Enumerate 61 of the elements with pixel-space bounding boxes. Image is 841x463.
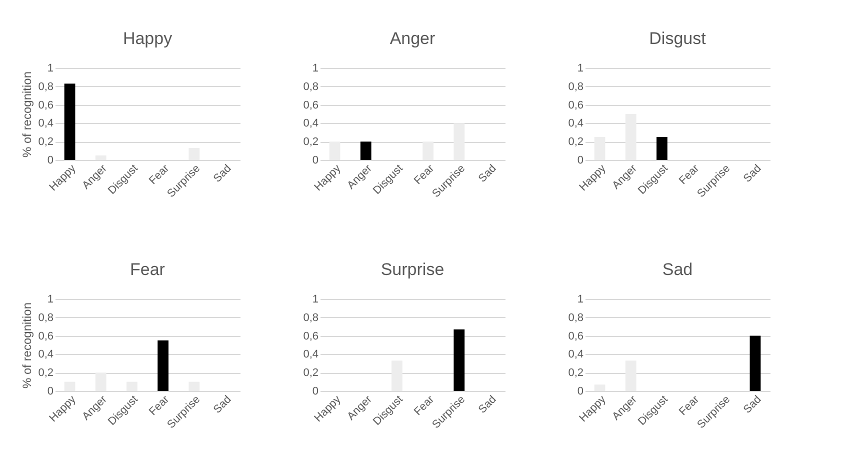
y-tick-label: 0,2 [303, 367, 318, 380]
y-tick-label: 0,8 [568, 312, 584, 324]
y-tick-label: 1 [47, 294, 54, 306]
y-tick-label: 1 [312, 294, 318, 306]
y-tick-label: 0,2 [568, 136, 584, 148]
y-tick-label: 0 [47, 154, 54, 166]
bar [95, 155, 106, 160]
y-axis-title: % of recognition [20, 71, 34, 158]
y-tick-label: 1 [577, 294, 584, 306]
y-tick-label: 1 [577, 62, 584, 74]
y-tick-label: 0,8 [38, 80, 54, 93]
bar [64, 84, 76, 160]
bar [750, 336, 761, 391]
x-tick-label: Sad [741, 162, 764, 185]
y-tick-label: 0,6 [38, 99, 54, 112]
bar [95, 372, 106, 391]
x-tick-label: Sad [211, 394, 234, 416]
y-tick-label: 0,4 [568, 118, 584, 130]
y-tick-label: 0,2 [568, 367, 584, 380]
chart-title: Fear [130, 260, 166, 279]
y-tick-label: 0 [577, 386, 584, 398]
y-tick-label: 0,6 [303, 99, 318, 112]
y-tick-label: 0,6 [38, 330, 54, 342]
x-tick-label: Sad [476, 162, 499, 185]
y-tick-label: 0,8 [568, 80, 584, 93]
y-tick-label: 0,8 [303, 312, 318, 324]
y-tick-label: 0,6 [568, 330, 584, 342]
y-tick-label: 0,2 [38, 136, 54, 148]
chart-title: Happy [122, 29, 173, 48]
y-tick-label: 0,8 [303, 80, 318, 93]
y-tick-label: 0,6 [568, 99, 584, 112]
y-tick-label: 0 [577, 154, 584, 166]
bar [188, 382, 200, 391]
y-tick-label: 0 [312, 386, 318, 398]
y-tick-label: 0 [312, 154, 318, 166]
bar [594, 384, 606, 391]
chart-title: Sad [662, 260, 693, 279]
y-tick-label: 0,4 [568, 348, 584, 361]
y-tick-label: 1 [47, 62, 54, 74]
chart-title: Surprise [380, 260, 444, 279]
bar [625, 360, 636, 391]
chart-title: Anger [390, 29, 436, 48]
bar [126, 382, 138, 391]
y-tick-label: 0,8 [38, 312, 54, 324]
x-tick-label: Sad [476, 394, 499, 416]
y-tick-label: 0 [47, 386, 54, 398]
y-tick-label: 0,6 [303, 330, 318, 342]
y-tick-label: 0,4 [303, 118, 318, 130]
x-tick-label: Sad [741, 394, 764, 416]
x-tick-label: Sad [211, 162, 234, 185]
y-tick-label: 1 [312, 62, 318, 74]
y-tick-label: 0,4 [303, 348, 318, 361]
bar [64, 382, 76, 391]
y-tick-label: 0,2 [303, 136, 318, 148]
bar [158, 340, 168, 391]
bar [188, 148, 200, 160]
chart-title: Disgust [649, 29, 706, 48]
y-tick-label: 0,2 [38, 367, 54, 380]
y-tick-label: 0,4 [38, 118, 54, 130]
y-axis-title: % of recognition [20, 302, 34, 389]
y-tick-label: 0,4 [38, 348, 54, 361]
